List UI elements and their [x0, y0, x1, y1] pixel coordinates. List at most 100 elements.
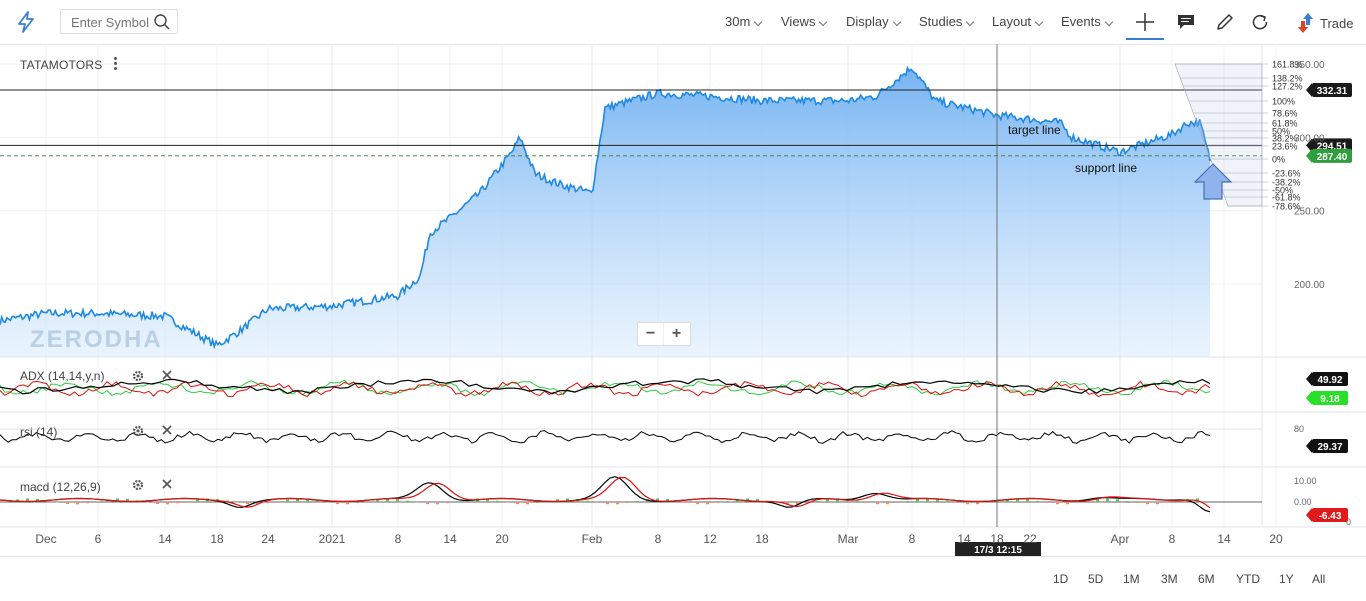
- macd-histogram-bar: [186, 501, 189, 502]
- symbol-search[interactable]: [60, 9, 178, 34]
- chat-icon[interactable]: [1176, 13, 1196, 31]
- lightning-logo-icon[interactable]: [14, 10, 38, 34]
- views-menu[interactable]: Views: [781, 14, 826, 29]
- period-all[interactable]: All: [1312, 572, 1325, 586]
- display-label: Display: [846, 14, 889, 29]
- period-ytd[interactable]: YTD: [1236, 572, 1260, 586]
- macd-histogram-bar: [176, 502, 179, 503]
- y-tick-label: 250.00: [1294, 207, 1325, 218]
- rsi-settings-gear-icon[interactable]: [130, 423, 146, 439]
- macd-histogram-bar: [1026, 499, 1029, 502]
- interval-label: 30m: [725, 14, 750, 29]
- macd-histogram-bar: [356, 502, 359, 503]
- period-1d[interactable]: 1D: [1053, 572, 1068, 586]
- x-tick-label: 8: [1169, 532, 1176, 546]
- macd-y-tick-label: 10.00: [1294, 476, 1317, 486]
- period-1y[interactable]: 1Y: [1279, 572, 1294, 586]
- macd-histogram-bar: [606, 502, 609, 504]
- price-level-value: 332.31: [1317, 86, 1348, 97]
- macd-histogram-bar: [76, 502, 79, 504]
- di-plus-value: 9.18: [1320, 394, 1340, 405]
- macd-histogram-bar: [586, 501, 589, 502]
- period-1m[interactable]: 1M: [1123, 572, 1140, 586]
- adx-settings-gear-icon[interactable]: [130, 368, 146, 384]
- trade-label: Trade: [1320, 16, 1353, 31]
- fibonacci-level-label: 78.6%: [1272, 109, 1298, 119]
- x-tick-label: 20: [1269, 532, 1283, 546]
- macd-histogram-bar: [436, 502, 439, 504]
- macd-label[interactable]: macd (12,26,9): [20, 480, 101, 494]
- macd-histogram-bar: [536, 502, 539, 503]
- target-line-label: target line: [1008, 123, 1061, 137]
- rsi-line: [0, 431, 1210, 444]
- macd-histogram-bar: [516, 502, 519, 504]
- x-tick-label: 14: [1217, 532, 1231, 546]
- macd-histogram-bar: [976, 502, 979, 504]
- x-tick-label: 14: [158, 532, 172, 546]
- macd-histogram-bar: [966, 502, 969, 504]
- macd-histogram-bar: [426, 502, 429, 504]
- search-input[interactable]: [69, 13, 153, 31]
- macd-histogram-bar: [526, 502, 529, 504]
- display-menu[interactable]: Display: [846, 14, 900, 29]
- refresh-icon[interactable]: [1250, 12, 1270, 32]
- macd-histogram-bar: [706, 502, 709, 504]
- macd-histogram-bar: [1136, 502, 1139, 503]
- macd-settings-gear-icon[interactable]: [130, 477, 146, 493]
- symbol-menu-icon[interactable]: [112, 57, 118, 73]
- macd-histogram-bar: [456, 501, 459, 502]
- macd-histogram-bar: [1046, 502, 1049, 503]
- macd-histogram-bar: [686, 502, 689, 503]
- period-5d[interactable]: 5D: [1088, 572, 1103, 586]
- adx-close-icon[interactable]: [161, 369, 173, 381]
- di-plus-badge-arrow: [1306, 391, 1312, 405]
- price-level-badge-arrow: [1306, 83, 1312, 97]
- adx-label[interactable]: ADX (14,14,y,n): [20, 369, 104, 383]
- layout-menu[interactable]: Layout: [992, 14, 1042, 29]
- crosshair-button[interactable]: [1126, 8, 1164, 40]
- macd-close-icon[interactable]: [161, 478, 173, 490]
- pencil-icon[interactable]: [1215, 12, 1235, 32]
- price-level-value: 287.40: [1317, 152, 1348, 163]
- period-3m[interactable]: 3M: [1161, 572, 1178, 586]
- support-line-label: support line: [1075, 161, 1137, 175]
- chevron-down-icon: [819, 18, 827, 26]
- macd-histogram-bar: [96, 501, 99, 502]
- x-tick-label: 8: [395, 532, 402, 546]
- macd-histogram-bar: [816, 501, 819, 502]
- symbol-label[interactable]: TATAMOTORS: [20, 58, 102, 72]
- macd-line: [0, 477, 1210, 512]
- zoom-in-button[interactable]: +: [664, 323, 689, 345]
- price-level-badge-arrow: [1306, 149, 1312, 163]
- macd-histogram-bar: [946, 501, 949, 502]
- macd-histogram-bar: [696, 502, 699, 504]
- events-label: Events: [1061, 14, 1101, 29]
- zoom-out-button[interactable]: −: [638, 323, 664, 345]
- chevron-down-icon: [892, 18, 900, 26]
- events-menu[interactable]: Events: [1061, 14, 1112, 29]
- interval-menu[interactable]: 30m: [725, 14, 761, 29]
- macd-histogram-bar: [1106, 498, 1109, 502]
- rsi-close-icon[interactable]: [161, 424, 173, 436]
- macd-histogram-bar: [496, 501, 499, 502]
- fibonacci-level-label: 127.2%: [1272, 82, 1303, 92]
- macd-histogram-bar: [6, 501, 9, 502]
- search-icon[interactable]: [153, 13, 171, 31]
- macd-histogram-bar: [716, 502, 719, 503]
- macd-histogram-bar: [236, 502, 239, 503]
- rsi-label[interactable]: rsi (14): [20, 425, 57, 439]
- macd-histogram-bar: [416, 502, 419, 503]
- y-tick-label: 200.00: [1294, 280, 1325, 291]
- trade-button[interactable]: Trade: [1296, 11, 1316, 38]
- chevron-down-icon: [966, 18, 974, 26]
- macd-histogram-bar: [326, 502, 329, 503]
- adx-badge-arrow: [1306, 372, 1312, 386]
- macd-histogram-bar: [196, 499, 199, 502]
- layout-label: Layout: [992, 14, 1031, 29]
- macd-histogram-bar: [956, 502, 959, 503]
- macd-histogram-bar: [86, 502, 89, 503]
- watermark-text: ZERODHA: [30, 326, 163, 353]
- studies-menu[interactable]: Studies: [919, 14, 973, 29]
- period-6m[interactable]: 6M: [1198, 572, 1215, 586]
